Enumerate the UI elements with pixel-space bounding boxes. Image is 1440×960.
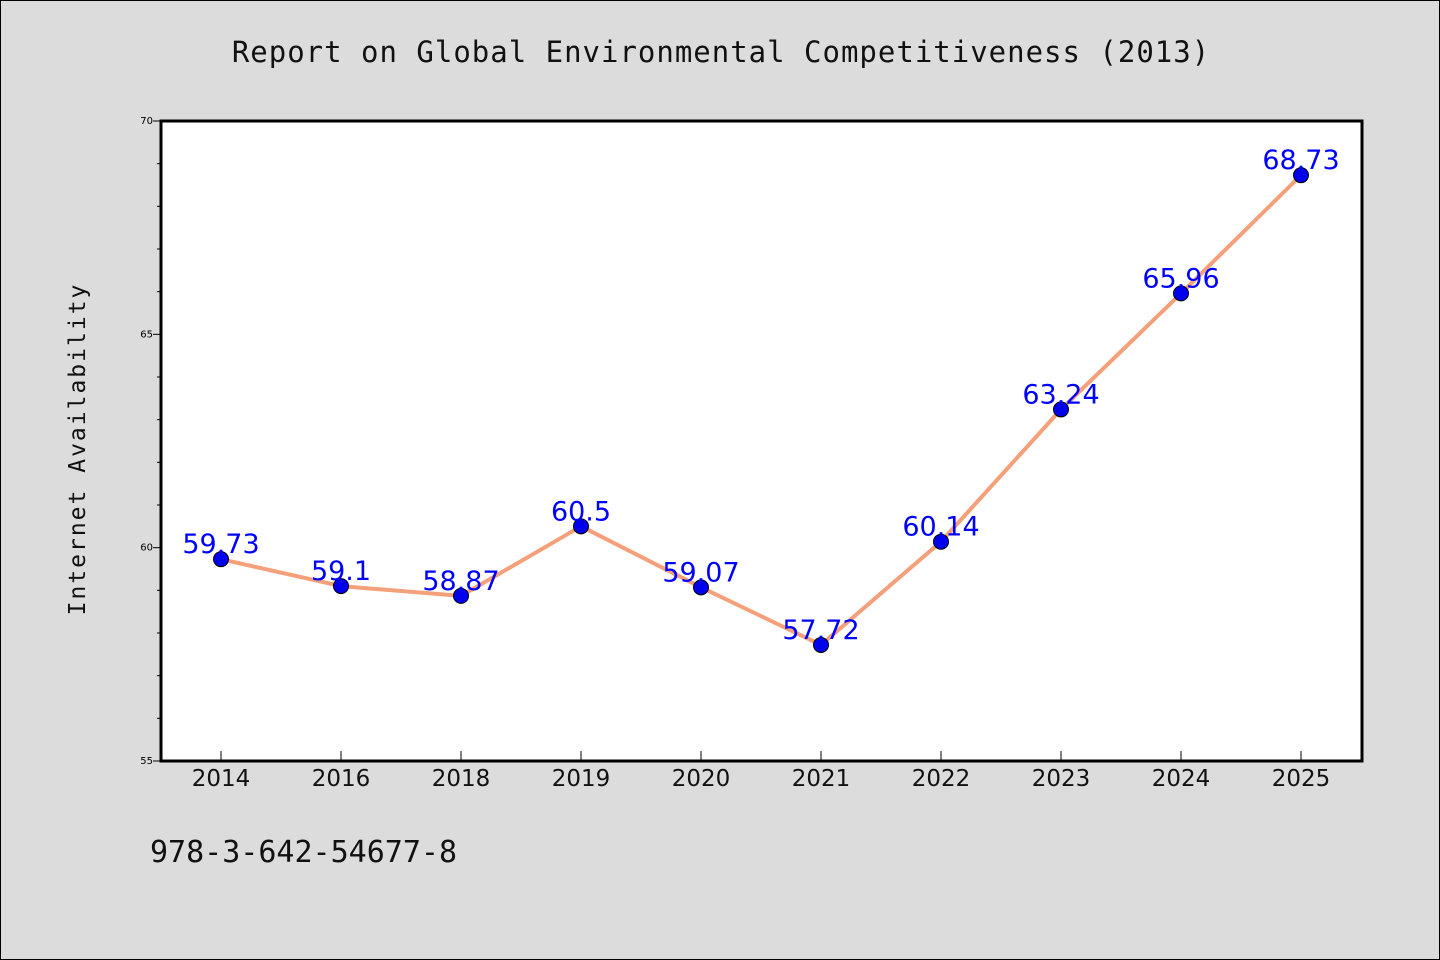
data-label: 59.1: [311, 556, 371, 587]
y-tick-label: 70: [140, 116, 153, 127]
data-point: [813, 636, 829, 653]
x-tick-label: 2014: [192, 766, 251, 792]
data-point: [213, 551, 229, 568]
plot-area: [161, 121, 1362, 761]
data-point: [1053, 401, 1069, 418]
x-tick-label: 2019: [552, 766, 611, 792]
data-label: 68.73: [1262, 145, 1339, 176]
data-point: [333, 578, 349, 595]
data-point: [933, 533, 949, 550]
chart-title: Report on Global Environmental Competiti…: [231, 35, 1211, 69]
data-point: [453, 587, 469, 604]
data-label: 60.14: [902, 512, 979, 543]
x-tick-label: 2022: [912, 766, 971, 792]
x-axis-ticks: 2014 2016 2018 2019 2020 2021 2022 2023 2024 2025: [192, 751, 1331, 792]
x-tick-label: 2016: [312, 766, 371, 792]
x-tick-label: 2023: [1032, 766, 1091, 792]
data-point: [693, 579, 709, 596]
data-label: 59.07: [662, 557, 739, 588]
data-label: 63.24: [1022, 379, 1099, 410]
data-label: 60.5: [551, 496, 611, 527]
y-tick-label: 55: [140, 756, 153, 767]
x-tick-label: 2024: [1152, 766, 1211, 792]
plot-frame: [159, 119, 1364, 763]
data-label: 65.96: [1142, 263, 1219, 294]
isbn-text: 978-3-642-54677-8: [150, 835, 458, 870]
data-label: 58.87: [422, 566, 499, 597]
data-markers: [213, 167, 1309, 653]
data-label: 59.73: [182, 529, 259, 560]
data-labels: 59.73 59.1 58.87 60.5 59.07 57.72 60.14 63.24 65…: [182, 145, 1339, 646]
series-line: [219, 173, 1303, 647]
y-tick-label: 65: [140, 329, 153, 340]
x-tick-label: 2020: [672, 766, 731, 792]
y-tick-label: 60: [140, 543, 153, 554]
x-tick-label: 2025: [1272, 766, 1331, 792]
data-label: 57.72: [782, 615, 859, 646]
data-point: [1173, 285, 1189, 302]
data-point: [573, 518, 589, 535]
y-axis-ticks: 55 60 65 70: [140, 116, 161, 767]
data-point: [1293, 167, 1309, 184]
x-tick-label: 2018: [432, 766, 491, 792]
x-tick-label: 2021: [792, 766, 851, 792]
